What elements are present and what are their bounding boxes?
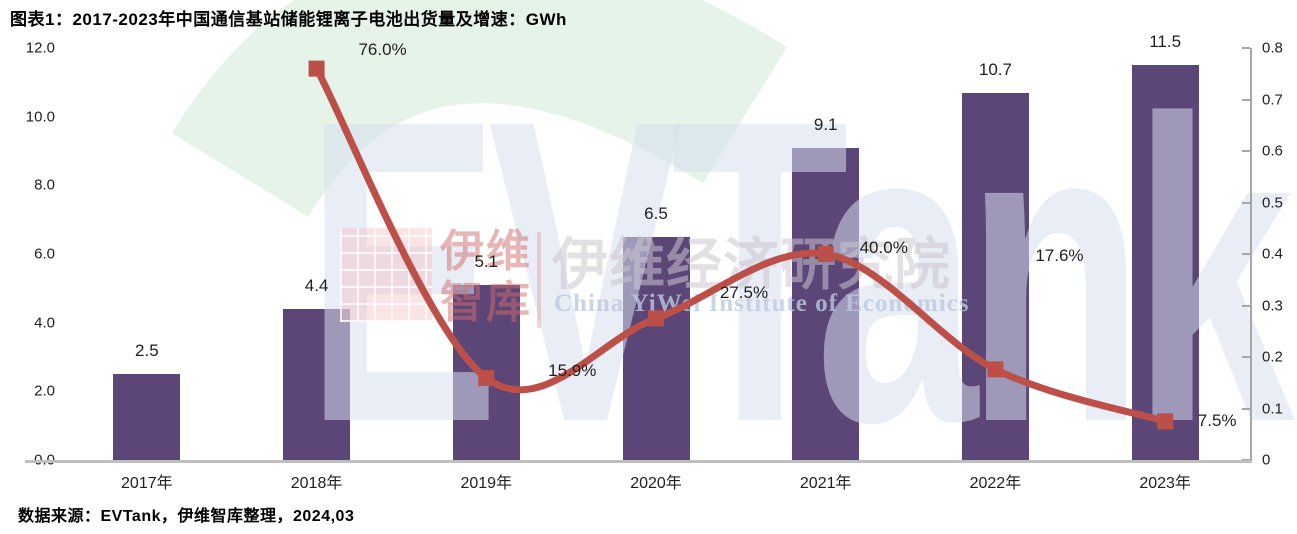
x-axis-label-2022年: 2022年: [969, 475, 1022, 492]
right-axis-tickmark-0.2: [1242, 356, 1250, 358]
bar-2017年: [113, 374, 181, 460]
bar-value-label-2023年: 11.5: [1149, 32, 1182, 52]
right-axis-tickmark-0.6: [1242, 150, 1250, 152]
bar-value-label-2021年: 9.1: [813, 114, 838, 134]
right-axis-tick-0.3: 0.3: [1262, 297, 1283, 314]
growth-label-2019年: 15.9%: [548, 361, 597, 381]
right-axis-tickmark-0.1: [1242, 407, 1250, 410]
growth-label-2023年: 7.5%: [1197, 411, 1237, 431]
right-axis-tick-0.2: 0.2: [1262, 348, 1283, 366]
right-axis-tickmark-0.3: [1242, 304, 1250, 307]
left-axis-tick-6.0: 6.0: [34, 245, 55, 263]
x-axis-label-2023年: 2023年: [1139, 475, 1191, 492]
right-axis-tickmark-0.5: [1242, 201, 1250, 204]
left-axis-tick-4.0: 4.0: [34, 314, 55, 332]
right-axis-tickmark-0.7: [1242, 98, 1250, 101]
left-axis-tick-2.0: 2.0: [34, 382, 55, 400]
x-axis-line: [25, 460, 1252, 463]
right-axis-tick-0: 0: [1262, 451, 1271, 469]
left-axis-tick-12.0: 12.0: [25, 39, 55, 57]
bar-value-label-2017年: 2.5: [135, 341, 159, 361]
right-axis-tickmark-0.8: [1242, 47, 1250, 49]
x-axis-label-2017年: 2017年: [121, 475, 173, 492]
right-axis-tick-0.7: 0.7: [1262, 91, 1283, 108]
x-axis-label-2021年: 2021年: [799, 475, 852, 492]
growth-label-2018年: 76.0%: [358, 39, 407, 59]
growth-label-2022年: 17.6%: [1035, 246, 1084, 266]
data-source-note: 数据来源：EVTank，伊维智库整理，2024,03: [18, 508, 355, 525]
x-axis-label-2019年: 2019年: [460, 475, 513, 492]
growth-label-2021年: 40.0%: [859, 238, 908, 257]
left-axis-tick-8.0: 8.0: [34, 176, 55, 194]
right-axis-tick-0.8: 0.8: [1262, 39, 1283, 57]
bar-value-label-2022年: 10.7: [978, 59, 1012, 79]
growth-label-2020年: 27.5%: [719, 283, 769, 303]
right-axis-tick-0.5: 0.5: [1262, 194, 1283, 211]
right-axis-tickmark-0.4: [1242, 253, 1250, 255]
bar-value-label-2018年: 4.4: [304, 275, 329, 295]
right-axis-tick-0.4: 0.4: [1262, 245, 1283, 263]
chart-title: 图表1：2017-2023年中国通信基站储能锂离子电池出货量及增速：GWh: [10, 10, 567, 29]
bar-value-label-2020年: 6.5: [644, 203, 668, 223]
right-axis-tick-0.1: 0.1: [1262, 400, 1283, 417]
left-axis-tick-10.0: 10.0: [25, 108, 55, 126]
x-axis-label-2018年: 2018年: [290, 475, 343, 492]
bar-value-label-2019年: 5.1: [474, 251, 499, 271]
x-axis-label-2020年: 2020年: [630, 475, 682, 492]
right-axis-line: [1250, 48, 1252, 460]
right-axis-tick-0.6: 0.6: [1262, 142, 1283, 160]
